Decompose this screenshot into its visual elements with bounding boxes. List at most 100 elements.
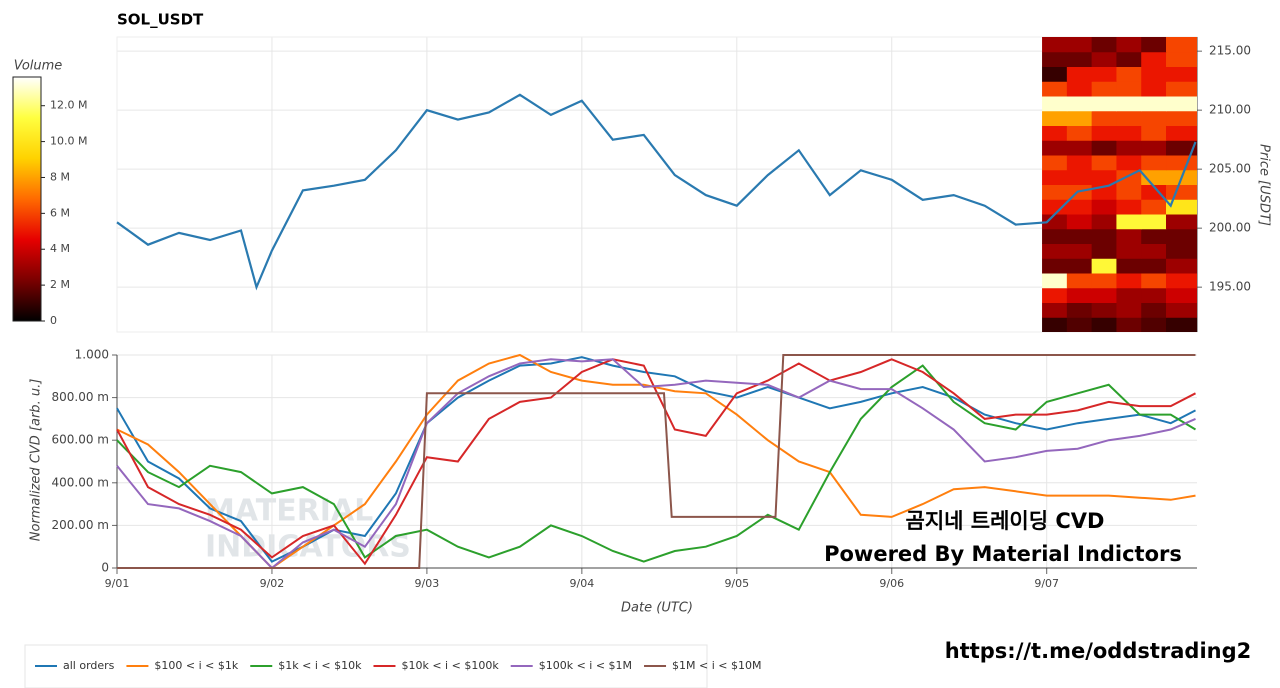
series-line bbox=[116, 353, 1196, 570]
heatmap-cell bbox=[1091, 96, 1117, 112]
heatmap-cell bbox=[1042, 184, 1068, 200]
colorbar-tick-label: 8 M bbox=[50, 170, 70, 183]
heatmap-cell bbox=[1141, 169, 1167, 185]
heatmap-cell bbox=[1141, 317, 1167, 332]
heatmap-cell bbox=[1116, 243, 1142, 259]
legend-label: $10k < i < $100k bbox=[401, 659, 499, 672]
series-line bbox=[116, 358, 1196, 566]
heatmap-cell bbox=[1166, 302, 1197, 318]
heatmap-cell bbox=[1166, 258, 1197, 274]
heatmap-cell bbox=[1066, 287, 1093, 303]
heatmap-cell bbox=[1116, 66, 1142, 82]
heatmap-cell bbox=[1042, 228, 1068, 244]
heatmap-cell bbox=[1066, 169, 1093, 185]
heatmap-cell bbox=[1042, 317, 1068, 332]
heatmap-cell bbox=[1066, 228, 1093, 244]
heatmap-cell bbox=[1166, 287, 1197, 303]
heatmap bbox=[1042, 37, 1197, 332]
legend-label: $100k < i < $1M bbox=[539, 659, 632, 672]
legend-label: $100 < i < $1k bbox=[154, 659, 238, 672]
heatmap-cell bbox=[1141, 214, 1167, 230]
heatmap-cell bbox=[1066, 199, 1093, 215]
x-tick-label: 9/03 bbox=[415, 577, 440, 590]
heatmap-cell bbox=[1141, 66, 1167, 82]
heatmap-cell bbox=[1166, 155, 1197, 171]
heatmap-cell bbox=[1066, 96, 1093, 112]
legend-label: $1k < i < $10k bbox=[278, 659, 362, 672]
heatmap-cell bbox=[1166, 243, 1197, 259]
heatmap-cell bbox=[1066, 317, 1093, 332]
heatmap-cell bbox=[1066, 81, 1093, 97]
heatmap-cell bbox=[1116, 51, 1142, 67]
y-tick-label: 195.00 bbox=[1209, 280, 1251, 294]
heatmap-cell bbox=[1116, 37, 1142, 53]
heatmap-cell bbox=[1166, 81, 1197, 97]
heatmap-cell bbox=[1166, 110, 1197, 126]
heatmap-cell bbox=[1116, 273, 1142, 289]
y-tick-label: 600.00 m bbox=[52, 433, 110, 447]
colorbar-tick-label: 6 M bbox=[50, 206, 70, 219]
heatmap-cell bbox=[1091, 81, 1117, 97]
heatmap-cell bbox=[1141, 96, 1167, 112]
heatmap-cell bbox=[1116, 184, 1142, 200]
annotation-title: 곰지네 트레이딩 CVD bbox=[906, 509, 1105, 533]
heatmap-cell bbox=[1091, 140, 1117, 156]
heatmap-cell bbox=[1042, 169, 1068, 185]
heatmap-cell bbox=[1066, 37, 1093, 53]
heatmap-cell bbox=[1116, 155, 1142, 171]
heatmap-cell bbox=[1091, 66, 1117, 82]
heatmap-cell bbox=[1042, 81, 1068, 97]
chart-title: SOL_USDT bbox=[117, 11, 204, 29]
x-tick-label: 9/01 bbox=[105, 577, 130, 590]
y-tick-label: 400.00 m bbox=[52, 475, 110, 489]
series-line bbox=[116, 364, 1197, 563]
heatmap-cell bbox=[1141, 184, 1167, 200]
heatmap-cell bbox=[1116, 214, 1142, 230]
heatmap-cell bbox=[1116, 302, 1142, 318]
heatmap-cell bbox=[1091, 243, 1117, 259]
heatmap-cell bbox=[1141, 81, 1167, 97]
heatmap-cell bbox=[1166, 273, 1197, 289]
heatmap-cell bbox=[1066, 243, 1093, 259]
y-tick-label: 205.00 bbox=[1209, 162, 1251, 176]
heatmap-cell bbox=[1042, 199, 1068, 215]
heatmap-cell bbox=[1141, 155, 1167, 171]
heatmap-cell bbox=[1066, 140, 1093, 156]
heatmap-cell bbox=[1042, 243, 1068, 259]
heatmap-cell bbox=[1141, 125, 1167, 141]
x-tick-label: 9/02 bbox=[260, 577, 285, 590]
colorbar bbox=[12, 76, 42, 322]
colorbar-tick-label: 12.0 M bbox=[50, 99, 87, 112]
y-tick-label: 215.00 bbox=[1209, 44, 1251, 58]
y-tick-label: 200.00 m bbox=[52, 518, 110, 532]
heatmap-cell bbox=[1166, 228, 1197, 244]
x-tick-label: 9/07 bbox=[1034, 577, 1059, 590]
heatmap-cell bbox=[1042, 273, 1068, 289]
x-tick-label: 9/06 bbox=[879, 577, 904, 590]
heatmap-cell bbox=[1066, 66, 1093, 82]
heatmap-cell bbox=[1166, 214, 1197, 230]
colorbar-tick-label: 0 bbox=[50, 314, 57, 327]
heatmap-cell bbox=[1166, 199, 1197, 215]
heatmap-cell bbox=[1091, 317, 1117, 332]
heatmap-cell bbox=[1091, 37, 1117, 53]
heatmap-cell bbox=[1116, 81, 1142, 97]
heatmap-cell bbox=[1066, 125, 1093, 141]
heatmap-cell bbox=[1042, 258, 1068, 274]
y-axis-label: Normalized CVD [arb. u.] bbox=[29, 379, 44, 542]
heatmap-cell bbox=[1166, 140, 1197, 156]
heatmap-cell bbox=[1066, 51, 1093, 67]
x-tick-label: 9/05 bbox=[724, 577, 749, 590]
watermark: MATERIAL bbox=[205, 494, 373, 529]
heatmap-cell bbox=[1166, 66, 1197, 82]
heatmap-cell bbox=[1166, 96, 1197, 112]
heatmap-cell bbox=[1066, 302, 1093, 318]
colorbar-title: Volume bbox=[14, 59, 63, 74]
heatmap-cell bbox=[1141, 273, 1167, 289]
plot-frame bbox=[116, 36, 1198, 333]
y-tick-label: 200.00 bbox=[1209, 221, 1251, 235]
heatmap-cell bbox=[1042, 287, 1068, 303]
heatmap-cell bbox=[1141, 199, 1167, 215]
heatmap-cell bbox=[1116, 258, 1142, 274]
heatmap-cell bbox=[1091, 273, 1117, 289]
